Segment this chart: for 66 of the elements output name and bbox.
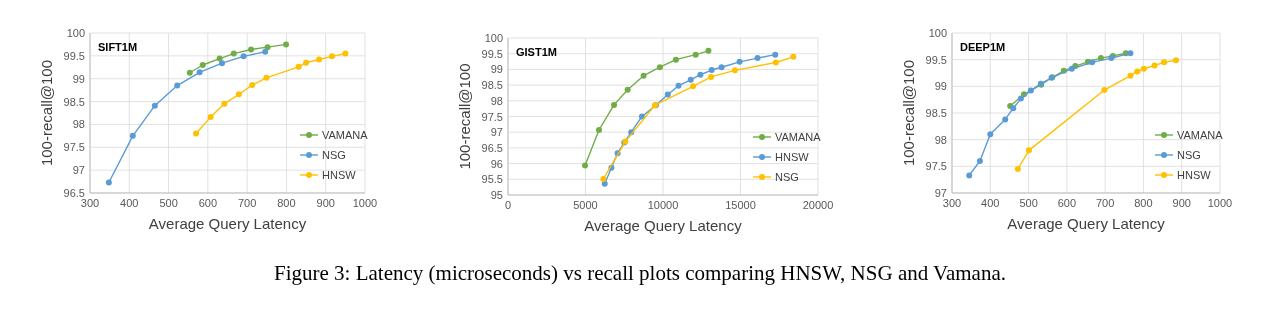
x-tick-label: 300: [942, 197, 962, 209]
y-axis-title: 100-recall@100: [456, 63, 473, 170]
y-tick-label: 100: [484, 32, 503, 44]
y-tick-label: 99.5: [925, 53, 947, 66]
x-tick-label: 800: [277, 197, 296, 209]
y-tick-label: 99.5: [63, 49, 85, 62]
x-tick-label: 400: [981, 197, 1000, 209]
x-tick-label: 500: [1019, 197, 1038, 209]
x-tick-label: 500: [159, 197, 178, 209]
y-tick-label: 100: [66, 27, 85, 39]
y-tick-label: 98.5: [63, 95, 85, 108]
x-tick-label: 700: [1095, 197, 1115, 209]
legend-label: HNSW: [775, 151, 810, 163]
y-tick-label: 97: [72, 164, 85, 177]
y-tick-label: 96: [490, 157, 503, 170]
x-tick-label: 15000: [725, 199, 756, 211]
x-tick-label: 1000: [1207, 197, 1233, 209]
x-axis-title: Average Query Latency: [148, 215, 307, 232]
y-tick-label: 98.5: [925, 107, 947, 119]
text: SIFT1M: [98, 41, 138, 53]
legend-label: HNSW: [322, 169, 357, 181]
x-tick-label: 900: [316, 197, 335, 209]
y-tick-label: 96.5: [63, 187, 85, 199]
x-tick-label: 300: [80, 197, 100, 209]
x-tick-label: 800: [1134, 197, 1153, 209]
x-tick-label: 700: [237, 197, 257, 209]
x-tick-label: 1000: [352, 197, 378, 209]
y-axis-title: 100-recall@100: [900, 59, 917, 167]
legend-label: NSG: [775, 171, 799, 183]
x-tick-label: 5000: [573, 199, 598, 211]
x-tick-label: 600: [1057, 197, 1077, 209]
y-tick-label: 99: [490, 63, 503, 76]
y-tick-label: 95: [490, 189, 503, 201]
text: GIST1M: [516, 46, 557, 58]
legend-label: VAMANA: [775, 131, 822, 143]
legend-label: VAMANA: [322, 129, 369, 141]
y-tick-label: 97.5: [925, 160, 947, 173]
y-tick-label: 98: [490, 94, 503, 107]
legend-label: HNSW: [1177, 169, 1212, 181]
y-axis-title: 100-recall@100: [38, 59, 55, 167]
y-tick-label: 99: [72, 72, 85, 85]
y-tick-label: 99.5: [481, 47, 503, 60]
y-tick-label: 98: [934, 133, 947, 146]
y-tick-label: 99: [934, 80, 947, 93]
legend-label: VAMANA: [1177, 129, 1224, 141]
y-tick-label: 98.5: [481, 79, 503, 92]
text: DEEP1M: [960, 41, 1006, 53]
y-tick-label: 97: [490, 126, 503, 139]
x-tick-label: 900: [1172, 197, 1191, 209]
x-tick-label: 600: [198, 197, 218, 209]
y-tick-label: 98: [72, 118, 85, 131]
x-tick-label: 0: [504, 199, 512, 211]
legend-label: NSG: [322, 149, 346, 161]
x-axis-title: Average Query Latency: [584, 217, 743, 234]
legend-label: NSG: [1177, 149, 1201, 161]
y-tick-label: 96.5: [481, 141, 503, 154]
y-tick-label: 95.5: [481, 173, 503, 186]
x-axis-title: Average Query Latency: [1007, 215, 1166, 232]
y-tick-label: 97.5: [63, 141, 85, 154]
y-tick-label: 97.5: [481, 110, 503, 123]
y-tick-label: 100: [928, 27, 947, 39]
x-tick-label: 10000: [647, 199, 679, 211]
x-tick-label: 20000: [802, 199, 834, 211]
x-tick-label: 400: [120, 197, 139, 209]
caption: Figure 3: Latency (microseconds) vs recall plots comparing HNSW, NSG and Vamana.: [274, 261, 1006, 285]
y-tick-label: 97: [934, 187, 947, 199]
